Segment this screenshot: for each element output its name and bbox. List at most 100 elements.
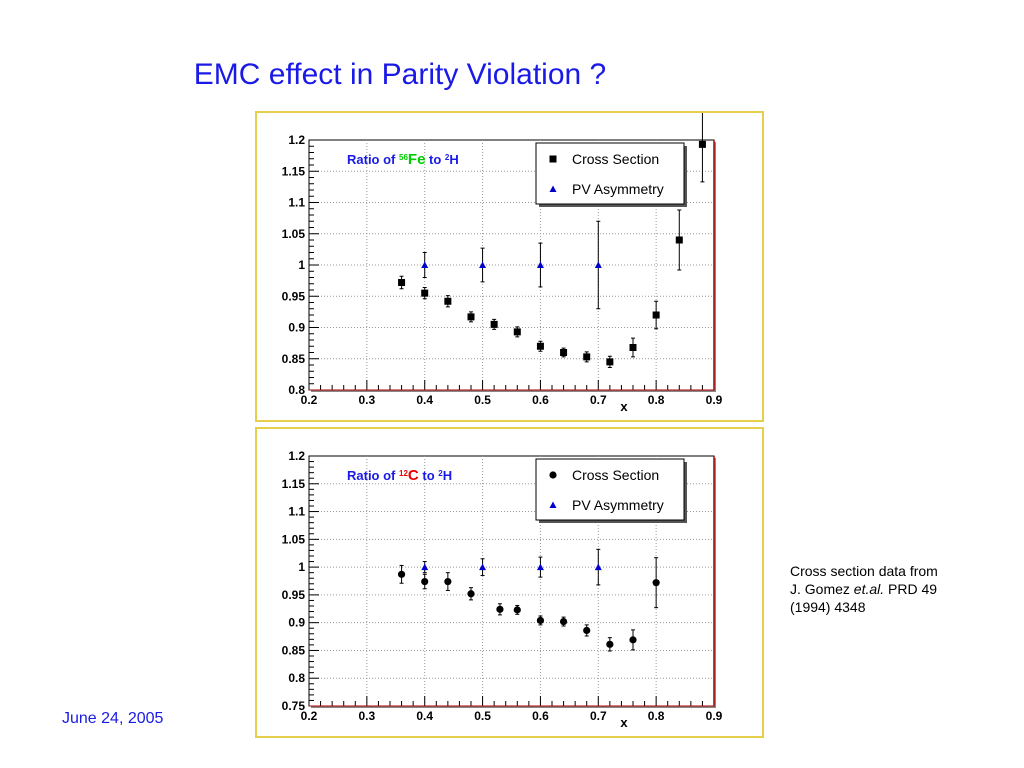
cross-section-point bbox=[560, 347, 568, 358]
pv-asymmetry-point bbox=[421, 252, 429, 278]
cross-section-marker bbox=[444, 577, 452, 586]
x-axis-label: x bbox=[620, 399, 628, 414]
legend-marker bbox=[549, 471, 557, 479]
ratio-label-text: to bbox=[425, 152, 445, 167]
cross-section-point bbox=[652, 300, 660, 330]
x-tick-label: 0.8 bbox=[648, 393, 665, 407]
legend-marker bbox=[549, 155, 557, 163]
x-tick-label: 0.4 bbox=[416, 709, 433, 723]
cross-section-marker bbox=[652, 311, 660, 319]
cross-section-point bbox=[444, 295, 452, 308]
y-tick-label: 1 bbox=[298, 560, 305, 574]
ratio-label: Ratio of 12C to 2H bbox=[347, 467, 452, 484]
cross-section-point bbox=[444, 572, 452, 591]
ratio-label-text: Fe bbox=[408, 151, 426, 168]
x-tick-label: 0.8 bbox=[648, 709, 665, 723]
ratio-label-text: C bbox=[408, 467, 419, 484]
cross-section-marker bbox=[467, 590, 475, 598]
y-tick-label: 0.95 bbox=[282, 289, 306, 303]
cross-section-point bbox=[513, 326, 521, 338]
y-tick-label: 0.9 bbox=[288, 321, 305, 335]
legend-marker bbox=[549, 185, 557, 192]
cross-section-marker bbox=[583, 353, 591, 361]
y-tick-label: 1 bbox=[298, 258, 305, 272]
x-tick-label: 0.5 bbox=[474, 393, 491, 407]
cross-section-marker bbox=[583, 626, 591, 635]
cross-section-point bbox=[606, 355, 614, 368]
ratio-label-superscript: 2 bbox=[438, 469, 443, 478]
chart-fe-to-h: 0.8 0.85 0.9 0.95 1 1.05 1.1 1.15 1.2 0.2 0.3 0.4 0.… bbox=[282, 113, 723, 414]
y-tick-label: 1.2 bbox=[288, 133, 305, 147]
y-tick-label: 0.85 bbox=[282, 643, 306, 657]
x-tick-label: 0.7 bbox=[590, 393, 607, 407]
pv-asymmetry-marker bbox=[536, 563, 544, 571]
cross-section-point bbox=[698, 113, 706, 183]
cross-section-point bbox=[467, 587, 475, 601]
x-tick-label: 0.2 bbox=[301, 709, 318, 723]
cross-section-marker bbox=[513, 606, 521, 614]
pv-asymmetry-marker bbox=[479, 261, 487, 268]
cross-section-marker bbox=[397, 570, 406, 578]
ratio-label-text: H bbox=[443, 468, 452, 483]
y-tick-label: 0.8 bbox=[288, 671, 305, 685]
cross-section-marker bbox=[559, 617, 568, 626]
cross-section-marker bbox=[698, 140, 706, 148]
note-line-3: (1994) 4348 bbox=[790, 599, 866, 615]
pv-asymmetry-point bbox=[536, 242, 544, 288]
legend-label: PV Asymmetry bbox=[572, 497, 664, 513]
pv-asymmetry-marker bbox=[421, 563, 429, 571]
cross-section-point bbox=[629, 337, 637, 358]
cross-section-point bbox=[629, 629, 637, 651]
cross-section-point bbox=[606, 637, 614, 652]
note-etal: et.al. bbox=[853, 581, 885, 597]
ratio-label-superscript: 2 bbox=[445, 153, 450, 162]
x-tick-label: 0.9 bbox=[706, 709, 723, 723]
cross-section-point bbox=[496, 603, 504, 616]
cross-section-marker bbox=[652, 579, 660, 587]
note-line-1: Cross section data from bbox=[790, 563, 938, 579]
footer-date: June 24, 2005 bbox=[62, 710, 164, 727]
y-tick-label: 1.05 bbox=[282, 227, 306, 241]
x-tick-label: 0.7 bbox=[590, 709, 607, 723]
cross-section-point bbox=[467, 311, 475, 323]
cross-section-marker bbox=[536, 616, 545, 625]
x-tick-label: 0.6 bbox=[532, 393, 549, 407]
x-tick-label: 0.3 bbox=[359, 393, 376, 407]
ratio-label: Ratio of 56Fe to 2H bbox=[347, 151, 459, 168]
cross-section-point bbox=[398, 275, 406, 290]
legend-label: Cross Section bbox=[572, 467, 659, 483]
legend-label: Cross Section bbox=[572, 151, 659, 167]
cross-section-marker bbox=[536, 342, 544, 350]
cross-section-point bbox=[421, 287, 429, 300]
y-tick-label: 0.85 bbox=[282, 352, 306, 366]
y-tick-label: 1.1 bbox=[288, 196, 305, 210]
x-tick-label: 0.4 bbox=[416, 393, 433, 407]
chart-c-to-h: 0.75 0.8 0.85 0.9 0.95 1 1.05 1.1 1.15 1.2 0.2 0.3 0… bbox=[282, 449, 723, 730]
data-source-note: Cross section data from J. Gomez et.al. … bbox=[790, 562, 938, 616]
y-tick-label: 0.75 bbox=[282, 699, 306, 713]
cross-section-point bbox=[583, 624, 591, 637]
cross-section-marker bbox=[444, 297, 452, 305]
cross-section-marker bbox=[606, 358, 614, 366]
x-tick-label: 0.9 bbox=[706, 393, 723, 407]
y-tick-label: 0.9 bbox=[288, 616, 305, 630]
cross-section-marker bbox=[629, 344, 637, 351]
cross-section-marker bbox=[496, 605, 504, 613]
cross-section-marker bbox=[421, 289, 429, 297]
cross-section-point bbox=[513, 604, 521, 615]
pv-asymmetry-marker bbox=[536, 261, 544, 268]
pv-asymmetry-point bbox=[479, 558, 487, 576]
ratio-label-text: Ratio of bbox=[347, 468, 399, 483]
pv-asymmetry-point bbox=[594, 548, 602, 586]
cross-section-point bbox=[675, 209, 683, 271]
cross-section-point bbox=[490, 318, 498, 330]
slide-title: EMC effect in Parity Violation ? bbox=[193, 58, 607, 91]
pv-asymmetry-point bbox=[421, 561, 429, 574]
y-tick-label: 0.95 bbox=[282, 588, 306, 602]
cross-section-marker bbox=[467, 313, 475, 321]
ratio-label-text: H bbox=[449, 152, 458, 167]
pv-asymmetry-marker bbox=[421, 261, 429, 268]
y-tick-label: 1.15 bbox=[282, 164, 306, 178]
pv-asymmetry-point bbox=[479, 247, 487, 283]
pv-asymmetry-marker bbox=[594, 261, 602, 268]
